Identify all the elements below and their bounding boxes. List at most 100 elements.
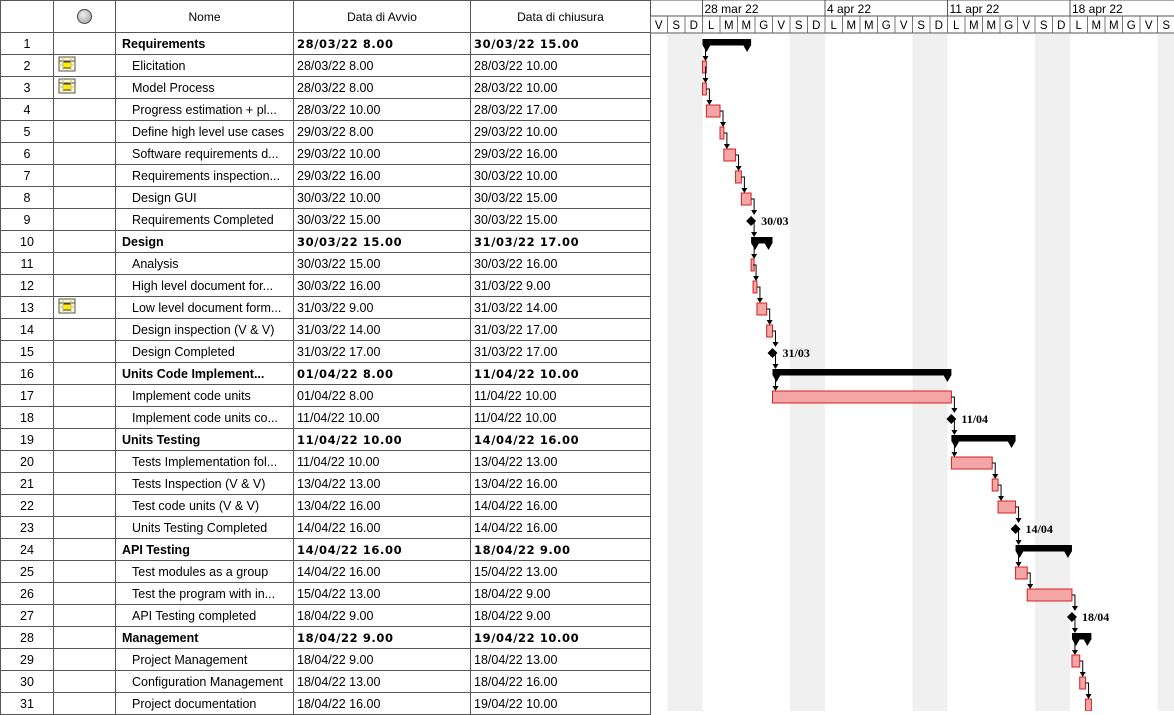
row-id[interactable]: 11 [1,253,54,275]
table-row[interactable]: 20 Tests Implementation fol...11/04/22 10… [1,451,651,473]
row-id[interactable]: 18 [1,407,54,429]
finish-date-cell[interactable]: 28/03/22 10.00 [471,55,651,77]
finish-date-cell[interactable]: 13/04/22 13.00 [471,451,651,473]
task-name-cell[interactable]: Requirements [116,33,294,55]
row-id[interactable]: 6 [1,143,54,165]
row-id[interactable]: 5 [1,121,54,143]
row-indicator[interactable] [54,77,116,99]
finish-date-cell[interactable]: 31/03/22 14.00 [471,297,651,319]
row-indicator[interactable] [54,539,116,561]
task-name-cell[interactable]: Tests Implementation fol... [116,451,294,473]
row-id[interactable]: 8 [1,187,54,209]
finish-date-cell[interactable]: 31/03/22 17.00 [471,231,651,253]
row-id[interactable]: 9 [1,209,54,231]
task-name-cell[interactable]: Test modules as a group [116,561,294,583]
row-id[interactable]: 19 [1,429,54,451]
row-indicator[interactable] [54,253,116,275]
column-header-id[interactable] [1,1,54,33]
start-date-cell[interactable]: 28/03/22 8.00 [294,33,471,55]
start-date-cell[interactable]: 11/04/22 10.00 [294,429,471,451]
row-indicator[interactable] [54,143,116,165]
finish-date-cell[interactable]: 14/04/22 16.00 [471,429,651,451]
task-name-cell[interactable]: Define high level use cases [116,121,294,143]
row-indicator[interactable] [54,385,116,407]
finish-date-cell[interactable]: 11/04/22 10.00 [471,363,651,385]
task-name-cell[interactable]: Elicitation [116,55,294,77]
finish-date-cell[interactable]: 31/03/22 17.00 [471,341,651,363]
row-id[interactable]: 15 [1,341,54,363]
task-name-cell[interactable]: Tests Inspection (V & V) [116,473,294,495]
row-indicator[interactable] [54,55,116,77]
finish-date-cell[interactable]: 18/04/22 9.00 [471,539,651,561]
row-indicator[interactable] [54,319,116,341]
table-row[interactable]: 6 Software requirements d...29/03/22 10.0… [1,143,651,165]
start-date-cell[interactable]: 13/04/22 13.00 [294,473,471,495]
start-date-cell[interactable]: 01/04/22 8.00 [294,385,471,407]
task-name-cell[interactable]: Units Testing Completed [116,517,294,539]
row-id[interactable]: 20 [1,451,54,473]
start-date-cell[interactable]: 29/03/22 10.00 [294,143,471,165]
row-id[interactable]: 24 [1,539,54,561]
row-indicator[interactable] [54,209,116,231]
row-id[interactable]: 30 [1,671,54,693]
task-name-cell[interactable]: Configuration Management [116,671,294,693]
finish-date-cell[interactable]: 11/04/22 10.00 [471,407,651,429]
row-id[interactable]: 13 [1,297,54,319]
finish-date-cell[interactable]: 18/04/22 13.00 [471,649,651,671]
column-header-name[interactable]: Nome [116,1,294,33]
finish-date-cell[interactable]: 30/03/22 15.00 [471,209,651,231]
note-icon[interactable] [58,56,76,72]
row-indicator[interactable] [54,429,116,451]
row-id[interactable]: 27 [1,605,54,627]
finish-date-cell[interactable]: 15/04/22 13.00 [471,561,651,583]
task-name-cell[interactable]: Progress estimation + pl... [116,99,294,121]
start-date-cell[interactable]: 14/04/22 16.00 [294,561,471,583]
task-name-cell[interactable]: Test the program with in... [116,583,294,605]
column-header-finish[interactable]: Data di chiusura [471,1,651,33]
row-id[interactable]: 26 [1,583,54,605]
finish-date-cell[interactable]: 29/03/22 16.00 [471,143,651,165]
row-indicator[interactable] [54,121,116,143]
row-id[interactable]: 10 [1,231,54,253]
finish-date-cell[interactable]: 14/04/22 16.00 [471,517,651,539]
row-indicator[interactable] [54,275,116,297]
row-indicator[interactable] [54,583,116,605]
task-name-cell[interactable]: Software requirements d... [116,143,294,165]
start-date-cell[interactable]: 29/03/22 8.00 [294,121,471,143]
start-date-cell[interactable]: 29/03/22 16.00 [294,165,471,187]
row-id[interactable]: 25 [1,561,54,583]
task-name-cell[interactable]: API Testing [116,539,294,561]
task-name-cell[interactable]: Design inspection (V & V) [116,319,294,341]
row-id[interactable]: 14 [1,319,54,341]
row-indicator[interactable] [54,495,116,517]
start-date-cell[interactable]: 18/04/22 9.00 [294,627,471,649]
finish-date-cell[interactable]: 19/04/22 10.00 [471,627,651,649]
finish-date-cell[interactable]: 18/04/22 9.00 [471,605,651,627]
start-date-cell[interactable]: 11/04/22 10.00 [294,451,471,473]
column-header-indicators[interactable] [54,1,116,33]
row-indicator[interactable] [54,605,116,627]
row-indicator[interactable] [54,33,116,55]
task-name-cell[interactable]: Requirements inspection... [116,165,294,187]
row-indicator[interactable] [54,451,116,473]
task-name-cell[interactable]: High level document for... [116,275,294,297]
task-name-cell[interactable]: Units Testing [116,429,294,451]
start-date-cell[interactable]: 30/03/22 15.00 [294,231,471,253]
row-id[interactable]: 12 [1,275,54,297]
task-name-cell[interactable]: Model Process [116,77,294,99]
task-name-cell[interactable]: Units Code Implement... [116,363,294,385]
